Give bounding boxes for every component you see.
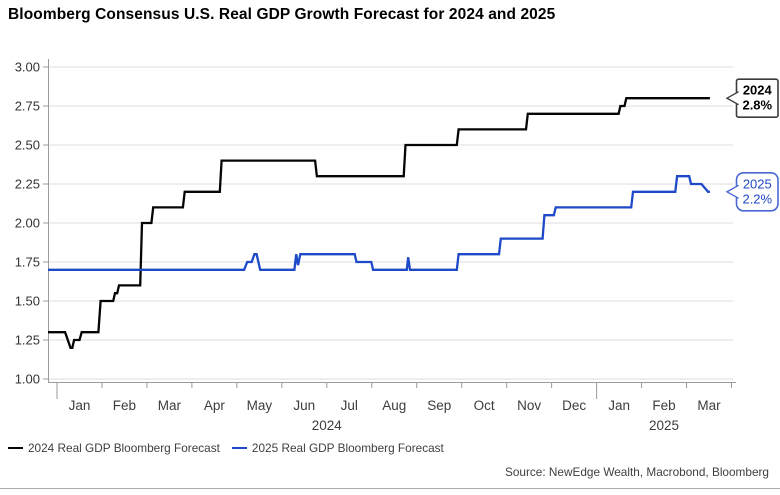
callout-pointer-2024 [725,91,739,106]
month-label: Feb [652,398,675,413]
month-label: Feb [113,398,136,413]
legend-swatch-2025-icon [231,446,247,450]
callout-value-2024: 2.8% [742,98,772,113]
legend-label-2024: 2024 Real GDP Bloomberg Forecast [28,441,220,455]
y-tick-label: 2.75 [15,99,40,114]
month-label: Mar [697,398,721,413]
callout-pointer-2025 [725,184,739,199]
callout-year-2024: 2024 [743,83,773,98]
month-label: Oct [474,398,495,413]
series-line-2025 [48,175,710,271]
year-label: 2025 [649,418,679,433]
month-label: Jan [69,398,91,413]
y-tick-label: 2.50 [15,138,40,153]
legend-label-2025: 2025 Real GDP Bloomberg Forecast [251,441,444,455]
month-label: Jan [608,398,630,413]
callout-year-2025: 2025 [743,176,772,191]
source-caption: Source: NewEdge Wealth, Macrobond, Bloom… [504,465,769,479]
callout-value-2025: 2.2% [742,191,772,206]
y-tick-label: 1.75 [15,255,40,270]
y-tick-label: 2.00 [15,216,40,231]
month-label: Sep [427,398,451,413]
legend-swatch-2024-icon [8,446,23,450]
year-label: 2024 [312,418,343,433]
month-label: Jul [341,398,358,413]
chart-title: Bloomberg Consensus U.S. Real GDP Growth… [8,6,556,23]
series-line-2024 [48,97,710,349]
legend-item-2024: 2024 Real GDP Bloomberg Forecast [8,441,220,455]
y-tick-label: 1.00 [15,372,40,387]
y-tick-label: 3.00 [15,60,40,75]
chart-legend: 2024 Real GDP Bloomberg Forecast 2025 Re… [8,441,444,455]
legend-item-2025: 2025 Real GDP Bloomberg Forecast [231,441,444,455]
month-label: Jun [293,398,315,413]
month-label: Dec [562,398,586,413]
bottom-divider [0,488,780,489]
month-label: Mar [158,398,182,413]
month-label: Apr [204,398,226,413]
y-tick-label: 1.25 [15,333,40,348]
month-label: May [247,398,273,413]
month-label: Nov [517,398,541,413]
y-tick-label: 2.25 [15,177,40,192]
y-tick-label: 1.50 [15,294,40,309]
month-label: Aug [382,398,406,413]
